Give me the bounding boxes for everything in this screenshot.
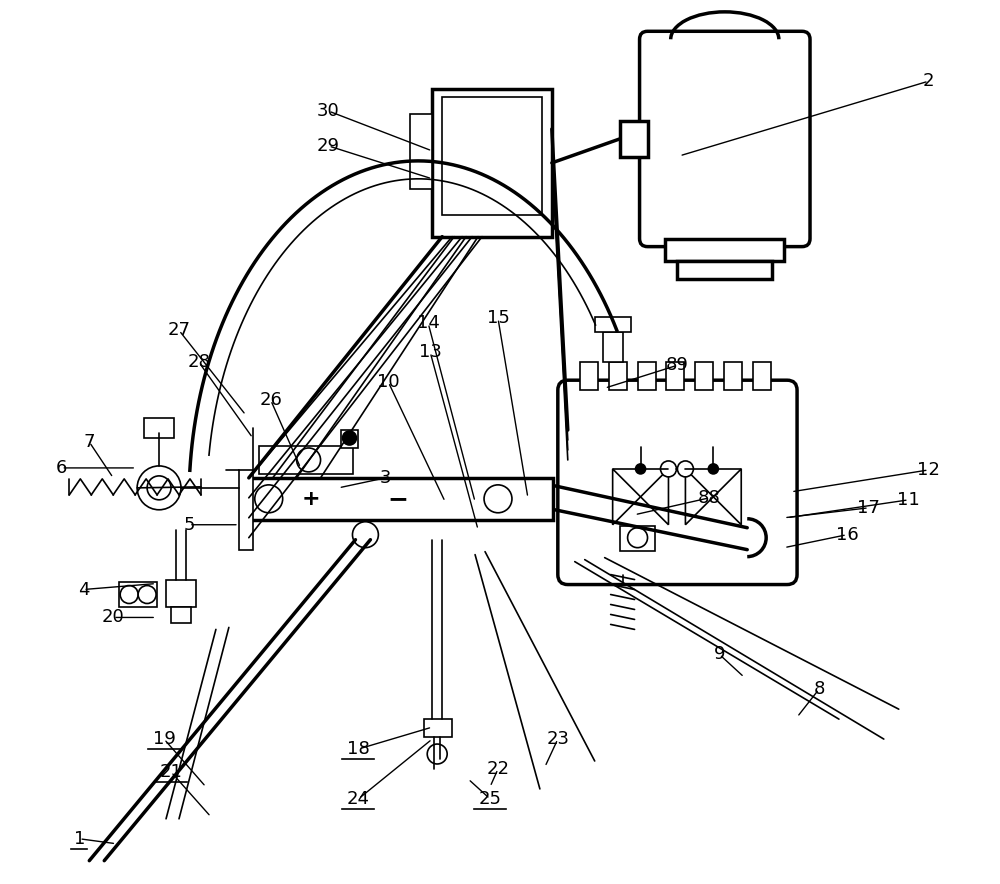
Polygon shape: [613, 469, 641, 525]
Text: 27: 27: [168, 322, 191, 339]
Text: 30: 30: [317, 102, 340, 120]
Bar: [410, 114, 432, 189]
Text: 19: 19: [153, 730, 175, 748]
FancyBboxPatch shape: [640, 31, 810, 247]
Bar: [665, 239, 784, 261]
Text: 21: 21: [160, 763, 182, 781]
Text: 5: 5: [183, 515, 195, 534]
Circle shape: [484, 484, 512, 513]
Bar: [259, 446, 353, 474]
Polygon shape: [713, 469, 741, 525]
Text: 25: 25: [479, 790, 502, 808]
Text: 15: 15: [487, 309, 509, 327]
Bar: [144, 418, 174, 438]
Text: 8: 8: [813, 680, 825, 698]
Bar: [249, 478, 553, 520]
Bar: [171, 607, 191, 623]
Text: 26: 26: [259, 391, 282, 409]
Polygon shape: [685, 469, 713, 525]
Bar: [638, 362, 656, 390]
Circle shape: [628, 528, 648, 548]
Bar: [442, 97, 542, 215]
Bar: [620, 526, 655, 551]
Circle shape: [297, 448, 321, 472]
Text: 10: 10: [377, 373, 400, 392]
Text: 16: 16: [836, 526, 858, 544]
Text: 4: 4: [78, 581, 89, 598]
Circle shape: [137, 466, 181, 510]
Circle shape: [147, 476, 171, 499]
Circle shape: [255, 484, 283, 513]
Text: 20: 20: [102, 608, 125, 627]
Circle shape: [352, 522, 378, 548]
Text: 88: 88: [698, 489, 721, 507]
Bar: [580, 362, 598, 390]
Text: 89: 89: [666, 356, 689, 374]
Circle shape: [342, 431, 356, 445]
Bar: [595, 317, 631, 332]
Bar: [695, 362, 713, 390]
Bar: [724, 362, 742, 390]
Bar: [424, 719, 452, 737]
Circle shape: [660, 461, 676, 476]
Text: 23: 23: [546, 730, 569, 748]
Bar: [666, 362, 684, 390]
Circle shape: [708, 464, 718, 474]
Bar: [166, 580, 196, 607]
Text: 7: 7: [84, 433, 95, 451]
Text: 2: 2: [923, 72, 934, 90]
Bar: [119, 582, 157, 607]
Bar: [239, 470, 253, 550]
Text: −: −: [388, 487, 409, 511]
Bar: [753, 362, 771, 390]
Text: +: +: [301, 489, 320, 509]
Circle shape: [427, 744, 447, 764]
Circle shape: [138, 585, 156, 604]
Text: 22: 22: [487, 760, 510, 778]
Text: 3: 3: [380, 469, 391, 487]
Text: 11: 11: [897, 491, 920, 509]
Circle shape: [636, 464, 646, 474]
Text: 9: 9: [714, 645, 725, 663]
Text: 13: 13: [419, 343, 442, 362]
Bar: [620, 121, 648, 156]
Text: 29: 29: [317, 137, 340, 155]
Bar: [432, 89, 552, 237]
Text: 24: 24: [347, 790, 370, 808]
Text: 6: 6: [56, 459, 67, 477]
FancyBboxPatch shape: [558, 380, 797, 584]
Bar: [341, 430, 358, 448]
Circle shape: [677, 461, 693, 476]
Text: 14: 14: [417, 315, 440, 332]
Circle shape: [120, 585, 138, 604]
Polygon shape: [641, 469, 668, 525]
Text: 12: 12: [917, 461, 940, 479]
Text: 1: 1: [74, 830, 85, 848]
Text: 18: 18: [347, 740, 370, 758]
Bar: [603, 332, 623, 362]
Bar: [609, 362, 627, 390]
Bar: [677, 261, 772, 278]
Text: 28: 28: [188, 354, 210, 371]
Text: 17: 17: [857, 499, 880, 517]
